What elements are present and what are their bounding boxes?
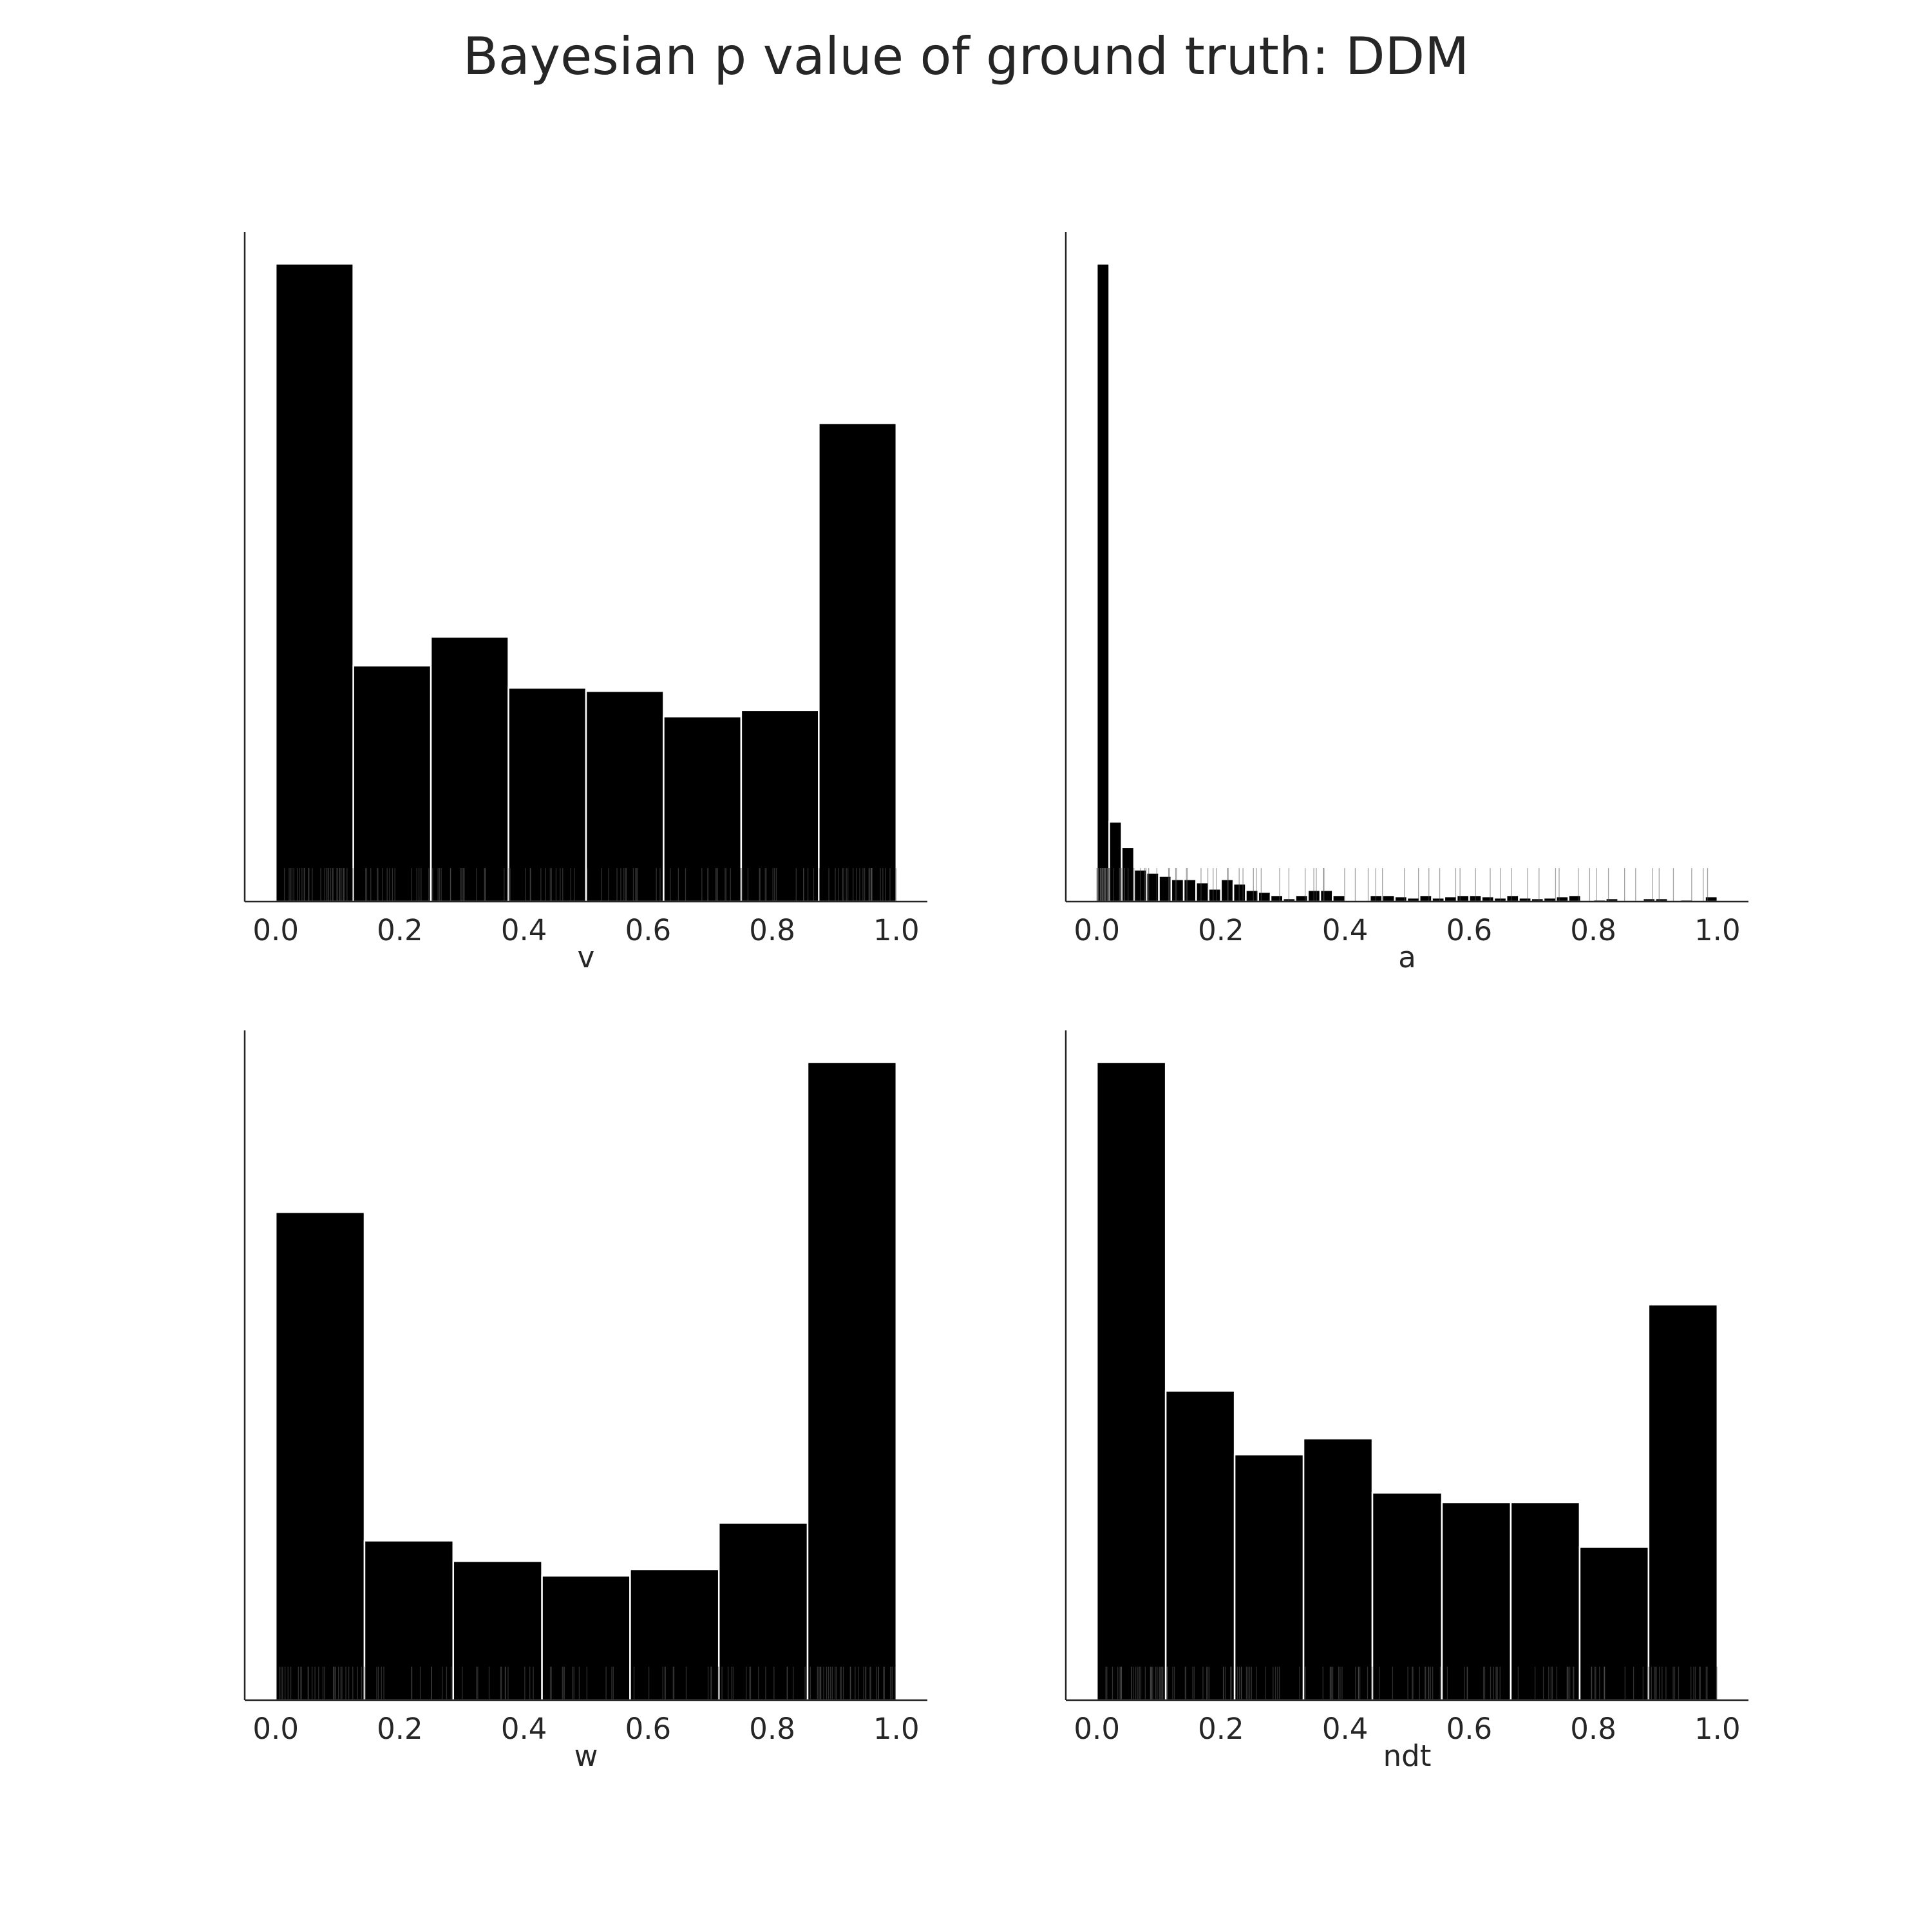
histogram-bar-a-16: [1294, 894, 1309, 903]
x-tick-label: 0.4: [1322, 1712, 1368, 1746]
x-tick-label: 1.0: [1694, 913, 1741, 947]
histogram-bar-v-1: [352, 665, 432, 903]
histogram-bar-v-6: [740, 709, 820, 903]
x-tick-label: 0.6: [1446, 913, 1493, 947]
histogram-bar-v-2: [430, 636, 509, 903]
histogram-bar-a-6: [1170, 878, 1185, 903]
x-tick-label: 0.6: [625, 1712, 672, 1746]
x-tick-label: 0.0: [1074, 1712, 1120, 1746]
histogram-bars-w: [274, 1061, 898, 1701]
histogram-bar-ndt-6: [1510, 1501, 1581, 1701]
x-tick-label: 0.8: [749, 1712, 795, 1746]
x-tick-label: 0.8: [749, 913, 795, 947]
histogram-bar-ndt-3: [1302, 1437, 1374, 1701]
histogram-bar-ndt-4: [1371, 1492, 1443, 1701]
histogram-bar-a-18: [1319, 889, 1334, 903]
x-tick-label: 0.0: [252, 913, 299, 947]
subplot-w: 0.0 0.2 0.4 0.6 0.8 1.0 w: [243, 1030, 927, 1773]
histogram-bar-v-4: [585, 690, 665, 903]
histogram-bar-a-23: [1381, 894, 1396, 903]
x-axis-label-a: a: [1398, 940, 1416, 974]
histogram-bar-a-7: [1182, 878, 1197, 903]
histogram-bar-v-0: [274, 263, 354, 903]
histogram-bar-ndt-8: [1647, 1303, 1719, 1701]
rug-marks-ndt: [1105, 1667, 1718, 1700]
histogram-bar-a-0: [1095, 263, 1110, 903]
rug-marks-v: [283, 868, 897, 902]
subplot-v: 0.0 0.2 0.4 0.6 0.8 1.0 v: [243, 232, 927, 974]
x-tick-labels-w: 0.0 0.2 0.4 0.6 0.8 1.0: [252, 1712, 919, 1746]
x-axis-label-ndt: ndt: [1383, 1739, 1432, 1773]
x-tick-label: 0.0: [1074, 913, 1120, 947]
histogram-bars-a: [1095, 263, 1719, 903]
histogram-bar-w-4: [629, 1568, 720, 1701]
histogram-bar-v-7: [818, 422, 898, 903]
x-tick-label: 0.2: [1198, 1712, 1244, 1746]
x-tick-label: 0.4: [501, 913, 547, 947]
x-tick-label: 1.0: [873, 913, 920, 947]
x-tick-label: 0.8: [1570, 1712, 1616, 1746]
x-axis-label-w: w: [574, 1739, 598, 1773]
histogram-bar-a-26: [1419, 894, 1433, 903]
histogram-bar-a-19: [1332, 894, 1346, 903]
histogram-bar-ndt-2: [1233, 1454, 1305, 1701]
histogram-bar-w-6: [806, 1061, 898, 1701]
x-tick-label: 0.4: [1322, 913, 1368, 947]
subplot-ndt: 0.0 0.2 0.4 0.6 0.8 1.0 ndt: [1065, 1030, 1748, 1773]
x-tick-label: 0.6: [625, 913, 672, 947]
x-axis-label-v: v: [578, 940, 595, 974]
histogram-bar-v-5: [663, 715, 743, 903]
x-tick-label: 0.8: [1570, 913, 1616, 947]
x-tick-labels-ndt: 0.0 0.2 0.4 0.6 0.8 1.0: [1074, 1712, 1740, 1746]
rug-marks-a: [1096, 868, 1709, 902]
subplot-a: 0.0 0.2 0.4 0.6 0.8 1.0 a: [1065, 232, 1748, 974]
rug-marks-w: [279, 1667, 896, 1700]
figure-title: Bayesian p value of ground truth: DDM: [463, 26, 1469, 86]
histogram-bar-w-0: [274, 1211, 366, 1701]
x-tick-label: 1.0: [1694, 1712, 1741, 1746]
histogram-bar-a-14: [1269, 894, 1284, 903]
histogram-bar-v-3: [507, 687, 587, 903]
x-tick-labels-v: 0.0 0.2 0.4 0.6 0.8 1.0: [252, 913, 919, 947]
histogram-bar-a-8: [1195, 882, 1209, 903]
histogram-bars-ndt: [1095, 1061, 1719, 1701]
histogram-bar-ndt-0: [1095, 1061, 1167, 1701]
histogram-bar-a-38: [1567, 894, 1582, 903]
histogram-bar-ndt-5: [1441, 1501, 1512, 1701]
histogram-bar-w-3: [541, 1575, 631, 1701]
histogram-bar-a-13: [1257, 891, 1272, 903]
x-tick-label: 0.2: [377, 1712, 423, 1746]
x-tick-label: 1.0: [873, 1712, 920, 1746]
x-tick-labels-a: 0.0 0.2 0.4 0.6 0.8 1.0: [1074, 913, 1740, 947]
x-tick-label: 0.2: [377, 913, 423, 947]
x-tick-label: 0.2: [1198, 913, 1244, 947]
histogram-bar-a-9: [1208, 887, 1222, 903]
x-tick-label: 0.4: [501, 1712, 547, 1746]
histogram-bars-v: [274, 263, 898, 903]
histogram-bar-ndt-1: [1164, 1390, 1236, 1701]
histogram-bar-w-2: [452, 1560, 543, 1701]
x-tick-label: 0.6: [1446, 1712, 1493, 1746]
histogram-bar-a-33: [1505, 894, 1520, 903]
histogram-bar-a-29: [1455, 894, 1470, 903]
histogram-bar-w-1: [363, 1540, 455, 1701]
x-tick-label: 0.0: [252, 1712, 299, 1746]
histogram-bar-ndt-7: [1578, 1546, 1650, 1701]
